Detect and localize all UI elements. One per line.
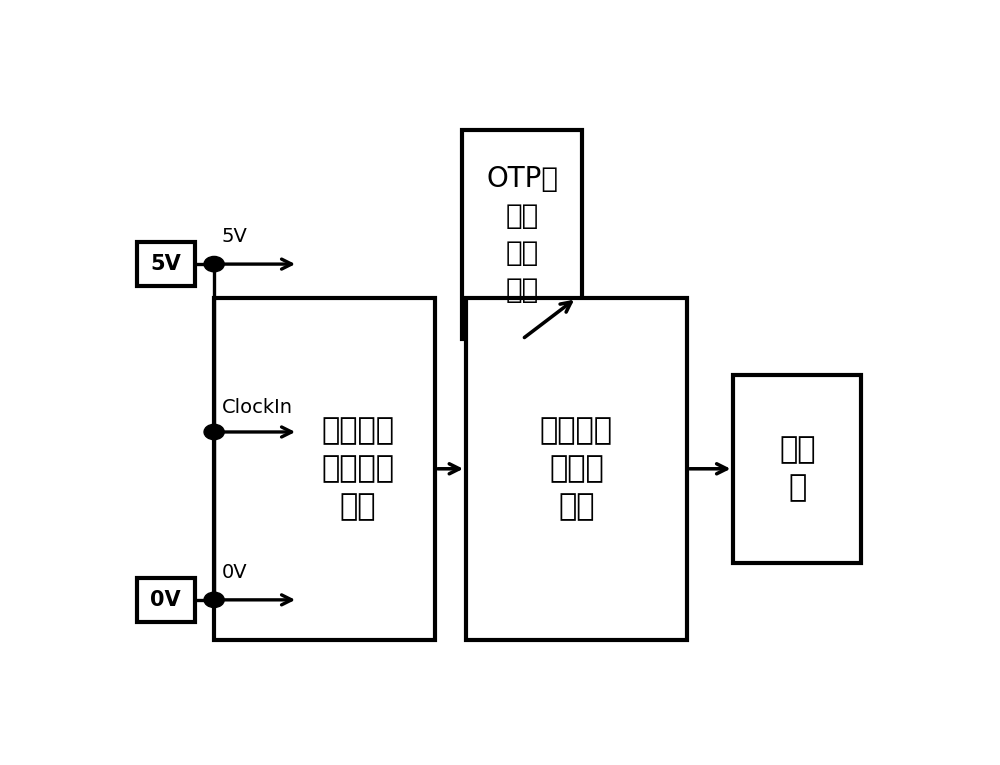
Bar [466,298,687,640]
Bar [214,298,435,640]
Text: OTP参
数调
试与
修改: OTP参 数调 试与 修改 [486,165,558,304]
Text: ClockIn: ClockIn [222,399,293,417]
Circle shape [204,425,224,440]
Text: 5V: 5V [222,227,248,246]
Text: 单片
机: 单片 机 [779,435,816,503]
Bar [733,375,861,563]
Circle shape [204,592,224,607]
Text: 数字处理
与补偿
电路: 数字处理 与补偿 电路 [540,416,613,522]
Bar [137,242,195,286]
Text: 加速度计
电容检测
电路: 加速度计 电容检测 电路 [321,416,394,522]
Text: 5V: 5V [150,254,181,274]
Bar [137,578,195,622]
Circle shape [204,256,224,272]
Text: 0V: 0V [150,590,181,610]
Text: 0V: 0V [222,563,248,582]
Bar [462,130,582,339]
